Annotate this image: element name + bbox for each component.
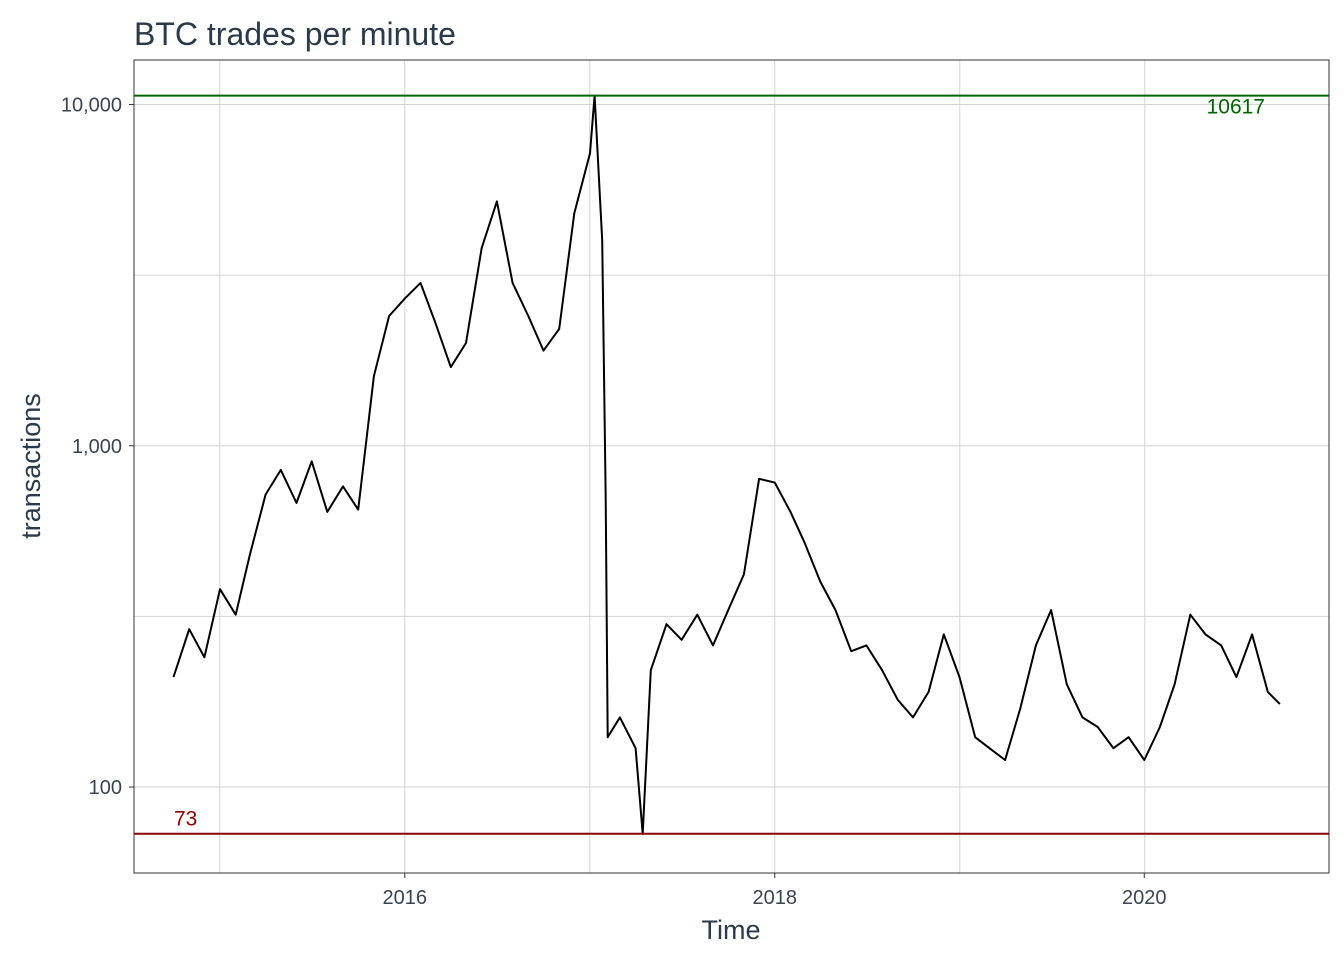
series-layer	[172, 94, 1281, 835]
reference-line-label: 10617	[1207, 96, 1265, 119]
x-tick-label: 2020	[1122, 887, 1167, 909]
tick-labels: 2016 2018 2020 100 1,000 10,000	[61, 94, 1167, 909]
chart-title: BTC trades per minute	[134, 16, 456, 52]
plot-panel-border	[133, 59, 1330, 874]
y-axis-title: transactions	[16, 393, 46, 539]
series-line	[172, 94, 1281, 835]
reference-line-label: 73	[174, 808, 197, 831]
grid	[134, 60, 1329, 873]
y-tick-label: 100	[89, 777, 122, 799]
x-axis-title: Time	[702, 915, 761, 945]
reference-lines: 10617 73	[134, 94, 1329, 835]
y-tick-label: 10,000	[61, 94, 122, 116]
x-tick-label: 2018	[753, 887, 798, 909]
y-tick-label: 1,000	[72, 436, 122, 458]
x-tick-label: 2016	[383, 887, 428, 909]
